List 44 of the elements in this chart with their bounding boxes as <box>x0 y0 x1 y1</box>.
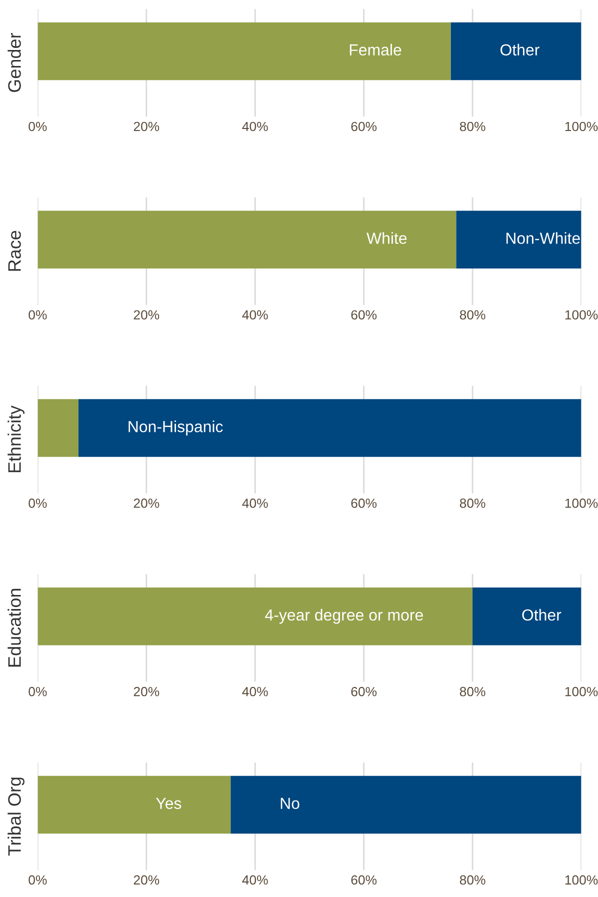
series-label: No <box>280 798 300 810</box>
x-tick-label: 60% <box>351 686 377 696</box>
x-tick-label: 100% <box>565 310 598 320</box>
x-tick-label: 40% <box>242 498 268 508</box>
x-tick-label: 0% <box>28 875 47 885</box>
y-axis-title: Race <box>8 230 21 271</box>
x-tick-label: 20% <box>134 875 160 885</box>
series-label: Yes <box>156 798 182 810</box>
x-tick-label: 60% <box>351 498 377 508</box>
x-tick-label: 20% <box>134 122 160 132</box>
x-tick-label: 100% <box>565 875 598 885</box>
y-axis-title: Ethnicity <box>8 405 24 472</box>
x-tick-label: 80% <box>460 498 486 508</box>
x-tick-label: 80% <box>460 122 486 132</box>
x-tick-label: 20% <box>134 686 160 696</box>
x-tick-label: 80% <box>460 686 486 696</box>
y-axis-title: Education <box>8 588 21 667</box>
x-tick-label: 40% <box>242 686 268 696</box>
series-label: Female <box>350 44 402 56</box>
x-tick-label: 100% <box>565 122 598 132</box>
x-tick-label: 0% <box>28 498 47 508</box>
x-tick-label: 80% <box>460 875 486 885</box>
x-tick-label: 0% <box>28 686 47 696</box>
x-tick-label: 20% <box>134 498 160 508</box>
series-label: Other <box>500 44 540 56</box>
series-label: 4-year degree or more <box>265 608 423 624</box>
x-tick-label: 100% <box>565 498 598 508</box>
x-tick-label: 40% <box>242 122 268 132</box>
y-axis-title: Gender <box>8 32 21 92</box>
series-label: Non-Hispanic <box>128 420 223 436</box>
x-tick-label: 0% <box>28 122 47 132</box>
series-label: White <box>366 232 407 244</box>
series-label: Other <box>522 608 562 621</box>
x-tick-label: 60% <box>351 122 377 132</box>
x-tick-label: 20% <box>134 310 160 320</box>
y-axis-title: Tribal Org <box>8 778 24 856</box>
series-label: Non-White <box>506 232 580 244</box>
x-tick-label: 40% <box>242 310 268 320</box>
x-tick-label: 80% <box>460 310 486 320</box>
x-tick-label: 60% <box>351 875 377 885</box>
x-tick-label: 40% <box>242 875 268 885</box>
x-tick-label: 0% <box>28 310 47 320</box>
x-tick-label: 60% <box>351 310 377 320</box>
x-tick-label: 100% <box>565 686 598 696</box>
